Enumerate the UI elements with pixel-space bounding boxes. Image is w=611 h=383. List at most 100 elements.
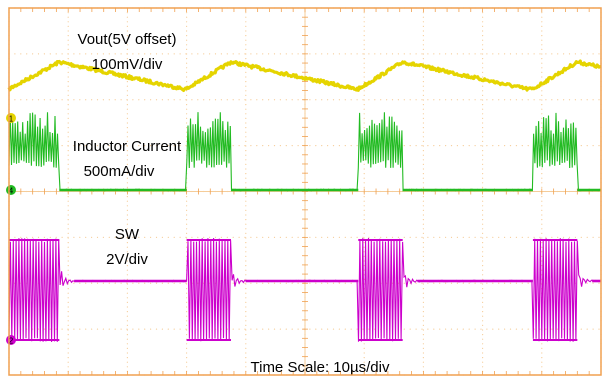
grid-dot [67,12,69,14]
grid-dot [415,99,417,101]
grid-dot [557,99,559,101]
grid-dot [126,334,128,336]
grid-dot [14,53,16,55]
grid-dot [482,104,484,106]
grid-dot [85,145,87,147]
grid-dot [327,328,329,330]
grid-dot [79,53,81,55]
grid-dot [245,85,247,87]
grid-dot [422,177,424,179]
grid-dot [568,236,571,238]
grid-dot [541,228,543,230]
grid-dot [55,236,57,238]
grid-dot [422,205,424,207]
grid-dot [409,328,411,330]
grid-dot [482,251,484,253]
grid-dot [363,251,365,253]
grid-dot [96,282,99,284]
grid-dot [291,282,293,284]
grid-dot [482,145,484,147]
grid-dot [541,209,543,211]
grid-dot [185,236,187,238]
grid-dot [186,297,188,299]
grid-dot [422,12,424,14]
grid-dot [138,145,140,147]
vout-label: Vout(5V offset) [78,31,177,48]
grid-dot [179,328,181,330]
grid-dot [96,145,99,147]
grid-dot [363,62,365,64]
grid-dot [541,237,543,239]
grid-dot [551,99,553,101]
grid-dot [297,99,299,101]
grid-dot [421,53,423,55]
grid-dot [482,154,484,156]
grid-dot [482,85,484,87]
grid-dot [422,48,424,51]
grid-dot [226,236,228,238]
grid-dot [186,90,188,92]
grid-dot [108,145,110,147]
grid-dot [250,53,252,55]
grid-dot [551,328,553,330]
grid-dot [67,94,69,96]
grid-dot [486,145,488,147]
grid-dot [421,99,423,101]
grid-dot [245,366,247,368]
grid-dot [450,282,453,284]
grid-dot [37,328,40,330]
grid-dot [492,53,494,55]
grid-dot [186,357,188,359]
grid-dot [427,328,429,330]
grid-dot [138,236,140,238]
grid-dot [363,113,365,115]
grid-dot [26,236,28,238]
grid-dot [102,99,104,101]
grid-dot [245,324,247,326]
grid-dot [462,282,464,284]
grid-dot [132,282,134,284]
grid-dot [363,186,365,188]
grid-dot [363,214,365,216]
grid-dot [498,282,500,284]
grid-dot [541,85,543,87]
grid-dot [186,136,188,138]
grid-dot [439,236,441,238]
grid-dot [67,242,69,244]
grid-dot [403,53,405,55]
grid-dot [541,255,543,257]
grid-dot [586,328,588,330]
grid-dot [541,90,543,92]
grid-dot [186,292,188,294]
grid-dot [126,200,128,202]
grid-dot [363,242,365,244]
grid-dot [482,288,484,290]
grid-dot [61,53,63,55]
grid-dot [482,140,484,142]
grid-dot [422,315,424,317]
grid-dot [167,145,169,147]
grid-dot [422,21,424,23]
grid-dot [541,361,543,363]
grid-dot [186,16,188,18]
grid-dot [539,53,541,55]
vout-trace [7,59,602,92]
grid-dot [492,99,494,101]
grid-dot [126,39,128,41]
grid-dot [67,16,69,18]
grid-dot [363,352,365,354]
grid-dot [541,232,543,234]
grid-dot [245,288,247,290]
grid-dot [126,306,128,308]
grid-dot [126,182,128,184]
grid-dot [486,236,488,238]
grid-dot [132,53,134,55]
grid-dot [67,140,69,142]
grid-dot [186,242,188,244]
grid-dot [37,236,40,238]
grid-dot [179,99,181,101]
grid-dot [245,173,247,175]
grid-dot [541,274,543,276]
grid-dot [422,311,424,313]
grid-dot [245,246,247,248]
